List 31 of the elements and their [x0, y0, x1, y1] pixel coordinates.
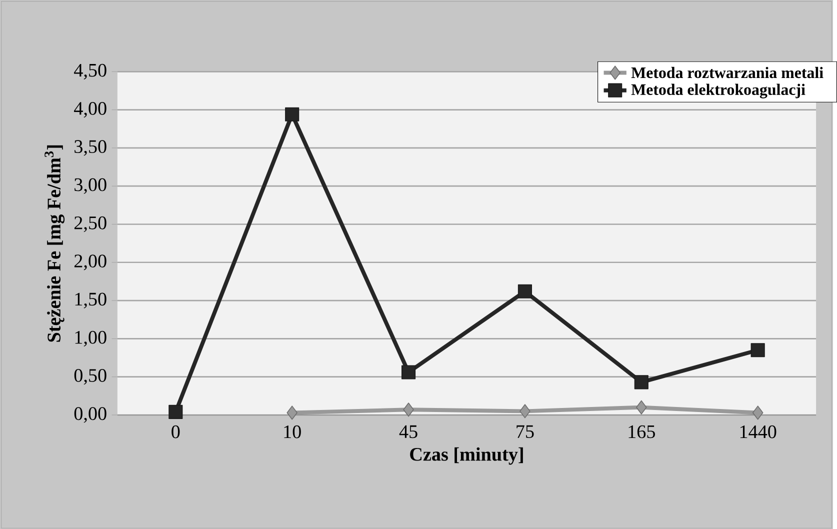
y-tick-label: 0,00: [74, 406, 106, 423]
point: [518, 284, 532, 298]
point: [636, 400, 647, 414]
y-tick-label: 1,50: [75, 292, 106, 308]
x-tick-label: 1440: [740, 425, 776, 438]
point: [634, 374, 648, 389]
y-axis-title: Stężenie Fe [mg Fe/dm$^{3}$]: [44, 145, 65, 342]
point: [752, 405, 764, 420]
x-tick-label: 45: [399, 425, 418, 438]
x-axis-title: Czas [minuty]: [410, 447, 523, 465]
y-tick-label: 1,00: [75, 330, 106, 346]
x-tick-label: 75: [516, 425, 534, 438]
y-tick-label: 3,00: [74, 178, 106, 194]
y-tick-label: 3,50: [74, 140, 106, 156]
point: [285, 107, 300, 122]
x-tick-label: 10: [284, 425, 301, 438]
legend-label: Metoda roztwarzania metali: [631, 66, 824, 78]
point: [286, 405, 298, 420]
y-tick-label: 4,50: [74, 64, 106, 80]
x-tick-label: 165: [628, 425, 655, 438]
y-tick-label: 2,00: [74, 254, 106, 270]
x-tick-label: 0: [172, 425, 180, 438]
y-tick-label: 0,50: [74, 368, 106, 384]
point: [168, 404, 183, 419]
point: [401, 365, 416, 380]
point: [750, 342, 765, 357]
legend-label: Metoda elektrokoagulacji: [631, 84, 806, 98]
point: [520, 404, 530, 418]
y-tick-label: 4,00: [74, 102, 106, 118]
y-tick-label: 2,50: [74, 216, 106, 232]
point: [403, 402, 414, 416]
